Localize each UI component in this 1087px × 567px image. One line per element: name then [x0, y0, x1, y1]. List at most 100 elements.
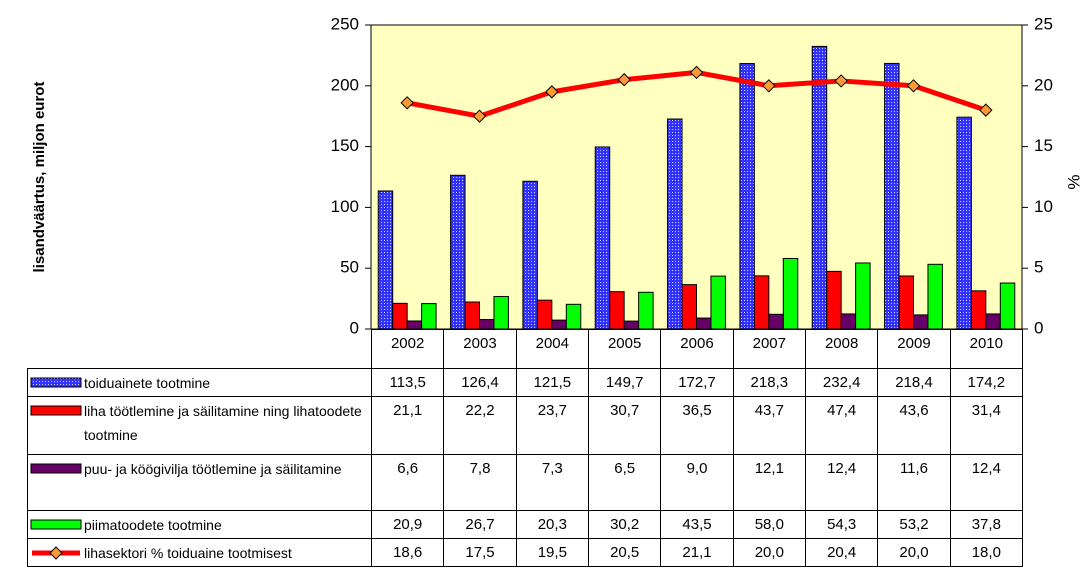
- year-cell: 2007: [732, 329, 806, 369]
- year-cell: 2009: [877, 329, 951, 369]
- value-cell: 218,4: [877, 368, 951, 397]
- bar: [464, 301, 480, 330]
- value-cell: 20,0: [732, 538, 806, 567]
- year-cell: 2006: [660, 329, 734, 369]
- bar: [392, 302, 408, 330]
- y2-tick-label: 0: [1034, 318, 1043, 337]
- marker: [472, 109, 487, 123]
- marker: [400, 96, 414, 110]
- bar: [811, 45, 828, 330]
- legend-cell: toiduainete tootmine: [27, 368, 372, 397]
- y-tick-label: 50: [340, 258, 359, 277]
- value-cell: 7,8: [443, 454, 517, 511]
- marker: [545, 85, 559, 99]
- value-cell: 20,4: [805, 538, 879, 567]
- bar: [493, 296, 509, 330]
- value-cell: 9,0: [660, 454, 734, 511]
- legend-rect: [30, 377, 82, 388]
- value-cell: 43,5: [660, 510, 734, 539]
- bar: [479, 319, 495, 330]
- marker: [617, 73, 631, 87]
- value-cell: 53,2: [877, 510, 951, 539]
- bar: [638, 291, 654, 330]
- bar: [522, 180, 538, 330]
- value-cell: 47,4: [805, 396, 879, 455]
- year-cell: 2010: [949, 329, 1023, 369]
- value-cell: 20,0: [877, 538, 951, 567]
- value-cell: 121,5: [515, 368, 589, 397]
- value-cell: 12,4: [949, 454, 1023, 511]
- bar: [970, 290, 987, 330]
- legend-cell: piimatoodete tootmine: [27, 510, 372, 539]
- legend-cell: puu- ja köögivilja töötlemine ja säilita…: [27, 454, 372, 511]
- marker: [906, 79, 921, 93]
- y-tick-label: 100: [331, 197, 359, 216]
- y2-tick-label: 15: [1034, 136, 1053, 155]
- value-cell: 58,0: [732, 510, 806, 539]
- marker: [762, 79, 776, 93]
- year-cell: 2005: [588, 329, 662, 369]
- year-cell: 2002: [371, 329, 445, 369]
- value-cell: 11,6: [877, 454, 951, 511]
- bar: [594, 146, 611, 330]
- bar: [826, 270, 842, 330]
- marker: [689, 65, 704, 80]
- value-cell: 17,5: [443, 538, 517, 567]
- value-cell: 21,1: [660, 538, 734, 567]
- bar: [782, 257, 799, 330]
- marker: [834, 74, 848, 88]
- bar: [999, 282, 1016, 330]
- legend-swatch: [32, 546, 80, 560]
- value-cell: 43,7: [732, 396, 806, 455]
- bar: [696, 317, 712, 330]
- bar: [421, 303, 437, 330]
- bar: [536, 299, 553, 330]
- value-cell: 20,3: [515, 510, 589, 539]
- legend-label: puu- ja köögivilja töötlemine ja säilita…: [84, 461, 342, 477]
- value-cell: 113,5: [371, 368, 445, 397]
- value-cell: 126,4: [443, 368, 517, 397]
- year-cell: 2004: [515, 329, 589, 369]
- value-cell: 21,1: [371, 396, 445, 455]
- bar: [753, 275, 770, 330]
- bar: [898, 275, 914, 330]
- value-cell: 18,0: [949, 538, 1023, 567]
- bar: [406, 320, 423, 330]
- value-cell: 7,3: [515, 454, 589, 511]
- legend-label: liha töötlemine ja säilitamine ning liha…: [84, 403, 362, 443]
- legend-rect: [30, 405, 82, 416]
- value-cell: 174,2: [949, 368, 1023, 397]
- y-tick-label: 250: [331, 14, 359, 33]
- legend-marker: [49, 546, 63, 560]
- legend-rect: [30, 519, 82, 530]
- y2-tick-label: 20: [1034, 75, 1053, 94]
- value-cell: 12,1: [732, 454, 806, 511]
- bar: [768, 313, 784, 330]
- legend-swatch: [30, 377, 82, 388]
- value-cell: 20,5: [588, 538, 662, 567]
- value-cell: 232,4: [805, 368, 879, 397]
- y2-tick-label: 25: [1034, 14, 1053, 33]
- value-cell: 6,6: [371, 454, 445, 511]
- bar: [985, 313, 1001, 330]
- bar: [927, 263, 943, 330]
- y-axis-title: lisandväärtus, miljon eurot: [31, 82, 48, 273]
- value-cell: 30,7: [588, 396, 662, 455]
- bar: [840, 313, 857, 330]
- bar: [884, 62, 900, 330]
- value-cell: 19,5: [515, 538, 589, 567]
- bar: [956, 116, 972, 330]
- value-cell: 6,5: [588, 454, 662, 511]
- value-cell: 22,2: [443, 396, 517, 455]
- value-cell: 18,6: [371, 538, 445, 567]
- legend-rect: [30, 463, 82, 474]
- bar: [609, 291, 625, 330]
- value-cell: 54,3: [805, 510, 879, 539]
- bar: [710, 275, 726, 330]
- y2-tick-label: 10: [1034, 197, 1053, 216]
- value-cell: 30,2: [588, 510, 662, 539]
- value-cell: 36,5: [660, 396, 734, 455]
- y2-axis-title: %: [1064, 174, 1083, 189]
- bar: [565, 303, 582, 330]
